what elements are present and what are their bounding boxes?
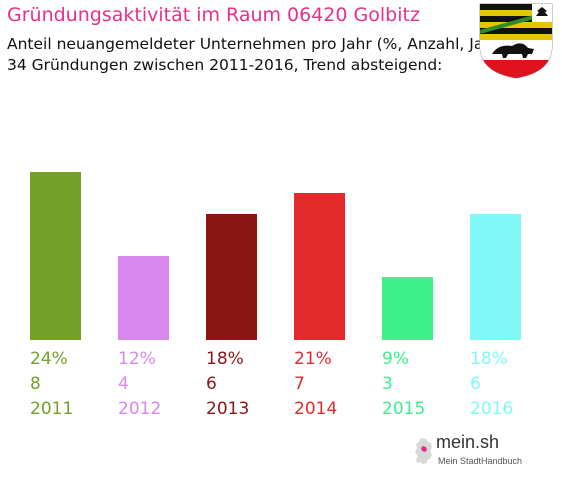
count-label-2013: 6 [206,374,217,394]
chart-title: Gründungsaktivität im Raum 06420 Golbitz [7,4,420,26]
count-label-2014: 7 [294,374,305,394]
percent-label-2013: 18% [206,349,244,369]
bar-2015 [382,277,433,340]
coat-of-arms-icon [478,2,554,80]
bar-2016 [470,214,521,340]
year-label-2014: 2014 [294,399,337,419]
percent-label-2015: 9% [382,349,409,369]
chart-subtitle-line1: Anteil neuangemeldeter Unternehmen pro J… [7,35,506,53]
count-label-2011: 8 [30,374,41,394]
percent-label-2011: 24% [30,349,68,369]
year-label-2011: 2011 [30,399,73,419]
count-label-2016: 6 [470,374,481,394]
germany-map-icon [415,438,432,464]
year-label-2013: 2013 [206,399,249,419]
brand-logo: mein.sh Mein StadtHandbuch [415,432,535,472]
percent-label-2012: 12% [118,349,156,369]
percent-label-2014: 21% [294,349,332,369]
chart-subtitle-line2: 34 Gründungen zwischen 2011-2016, Trend … [7,56,443,74]
year-label-2016: 2016 [470,399,513,419]
bar-2013 [206,214,257,340]
year-label-2012: 2012 [118,399,161,419]
brand-tagline: Mein StadtHandbuch [438,456,523,466]
brand-name: mein.sh [436,432,500,452]
year-label-2015: 2015 [382,399,425,419]
count-label-2012: 4 [118,374,129,394]
count-label-2015: 3 [382,374,393,394]
bar-2011 [30,172,81,340]
percent-label-2016: 18% [470,349,508,369]
bar-2014 [294,193,345,340]
bar-2012 [118,256,169,340]
